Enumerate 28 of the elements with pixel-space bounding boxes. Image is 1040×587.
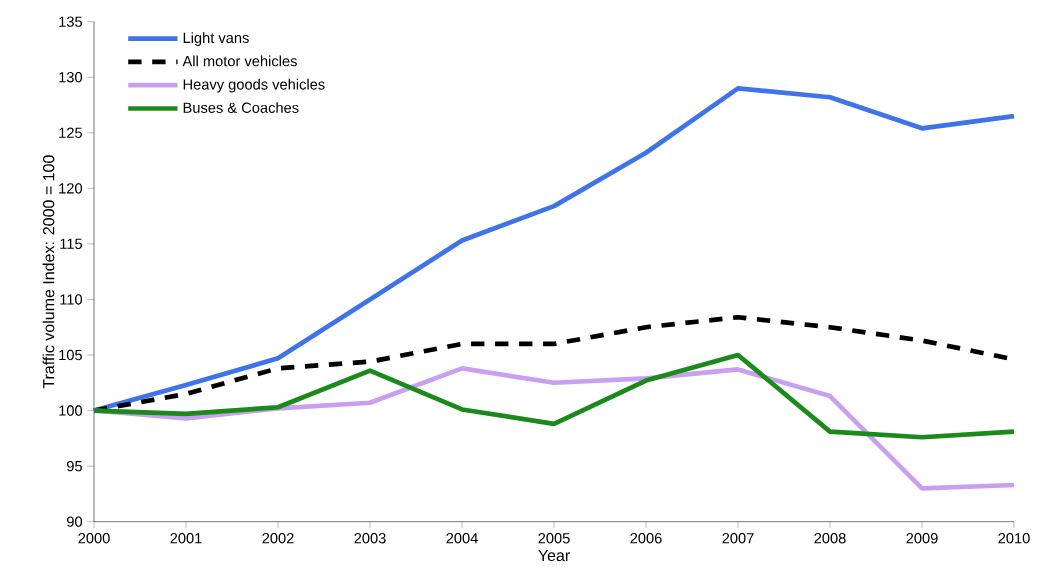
x-tick-label: 2003 [354,533,386,544]
y-tick-label: 110 [60,294,83,305]
x-tick-label: 2006 [630,533,662,544]
y-tick-label: 100 [59,405,83,416]
x-tick-label: 2004 [446,533,478,544]
x-tick-label: 2002 [262,533,294,544]
legend-label: Buses & Coaches [183,102,299,114]
x-tick-label: 2001 [170,533,202,544]
y-tick-label: 120 [59,183,83,194]
x-tick-label: 2005 [538,533,570,544]
y-tick-label: 90 [67,516,83,528]
y-tick-label: 105 [59,349,82,361]
y-tick-label: 95 [67,461,82,472]
legend-label: Light vans [183,32,249,47]
x-tick-label: 2008 [814,533,846,544]
y-tick-label: 130 [59,72,83,83]
legend-label: Heavy goods vehicles [183,79,325,93]
x-axis-title: Year [538,550,570,562]
line-series [91,352,1017,440]
x-tick-label: 2010 [998,533,1030,544]
y-tick-label: 135 [59,16,82,28]
y-tick-label: 125 [59,127,82,139]
legend-label: All motor vehicles [182,55,297,67]
y-tick-label: 115 [60,238,82,250]
x-tick-label: 2000 [78,533,110,544]
y-axis-title: Traffic volume Index: 2000 = 100 [42,155,55,389]
x-tick-label: 2009 [906,533,938,544]
x-tick-label: 2007 [722,533,754,544]
